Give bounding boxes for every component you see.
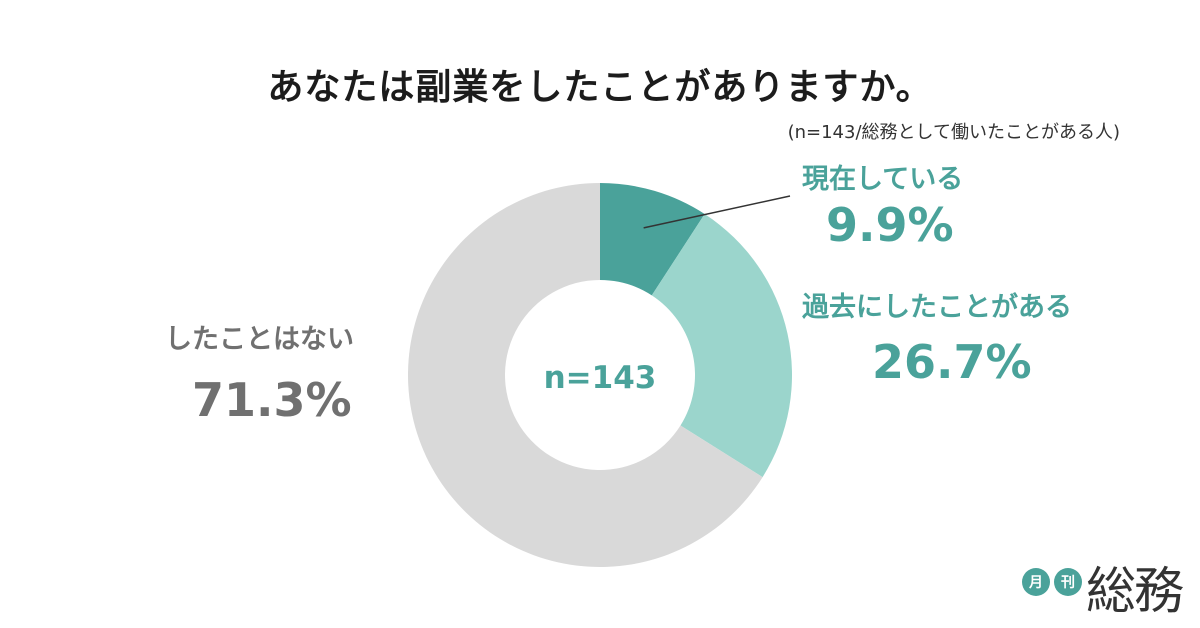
slice-current [600, 183, 705, 296]
label-never-category: したことはない [165, 324, 354, 355]
slices-group [408, 183, 792, 567]
logo-badge-month: 月 [1022, 568, 1050, 596]
label-current-category: 現在している [802, 164, 963, 195]
label-never-value: 71.3% [192, 373, 352, 427]
label-past-category: 過去にしたことがある [802, 291, 1072, 323]
leader-line-current [643, 195, 791, 229]
slice-past [651, 214, 792, 478]
slice-never [408, 183, 763, 567]
chart-title: あなたは副業をしたことがありますか。 [267, 67, 933, 108]
publisher-logo: 月 刊 総務 [1022, 562, 1184, 620]
label-past-value: 26.7% [872, 335, 1032, 389]
logo-wordmark: 総務 [1086, 562, 1184, 620]
logo-badge-issue: 刊 [1054, 568, 1082, 596]
sample-note: (n=143/総務として働いたことがある人) [787, 122, 1120, 143]
center-label: n=143 [544, 360, 657, 396]
label-current-value: 9.9% [826, 198, 954, 252]
